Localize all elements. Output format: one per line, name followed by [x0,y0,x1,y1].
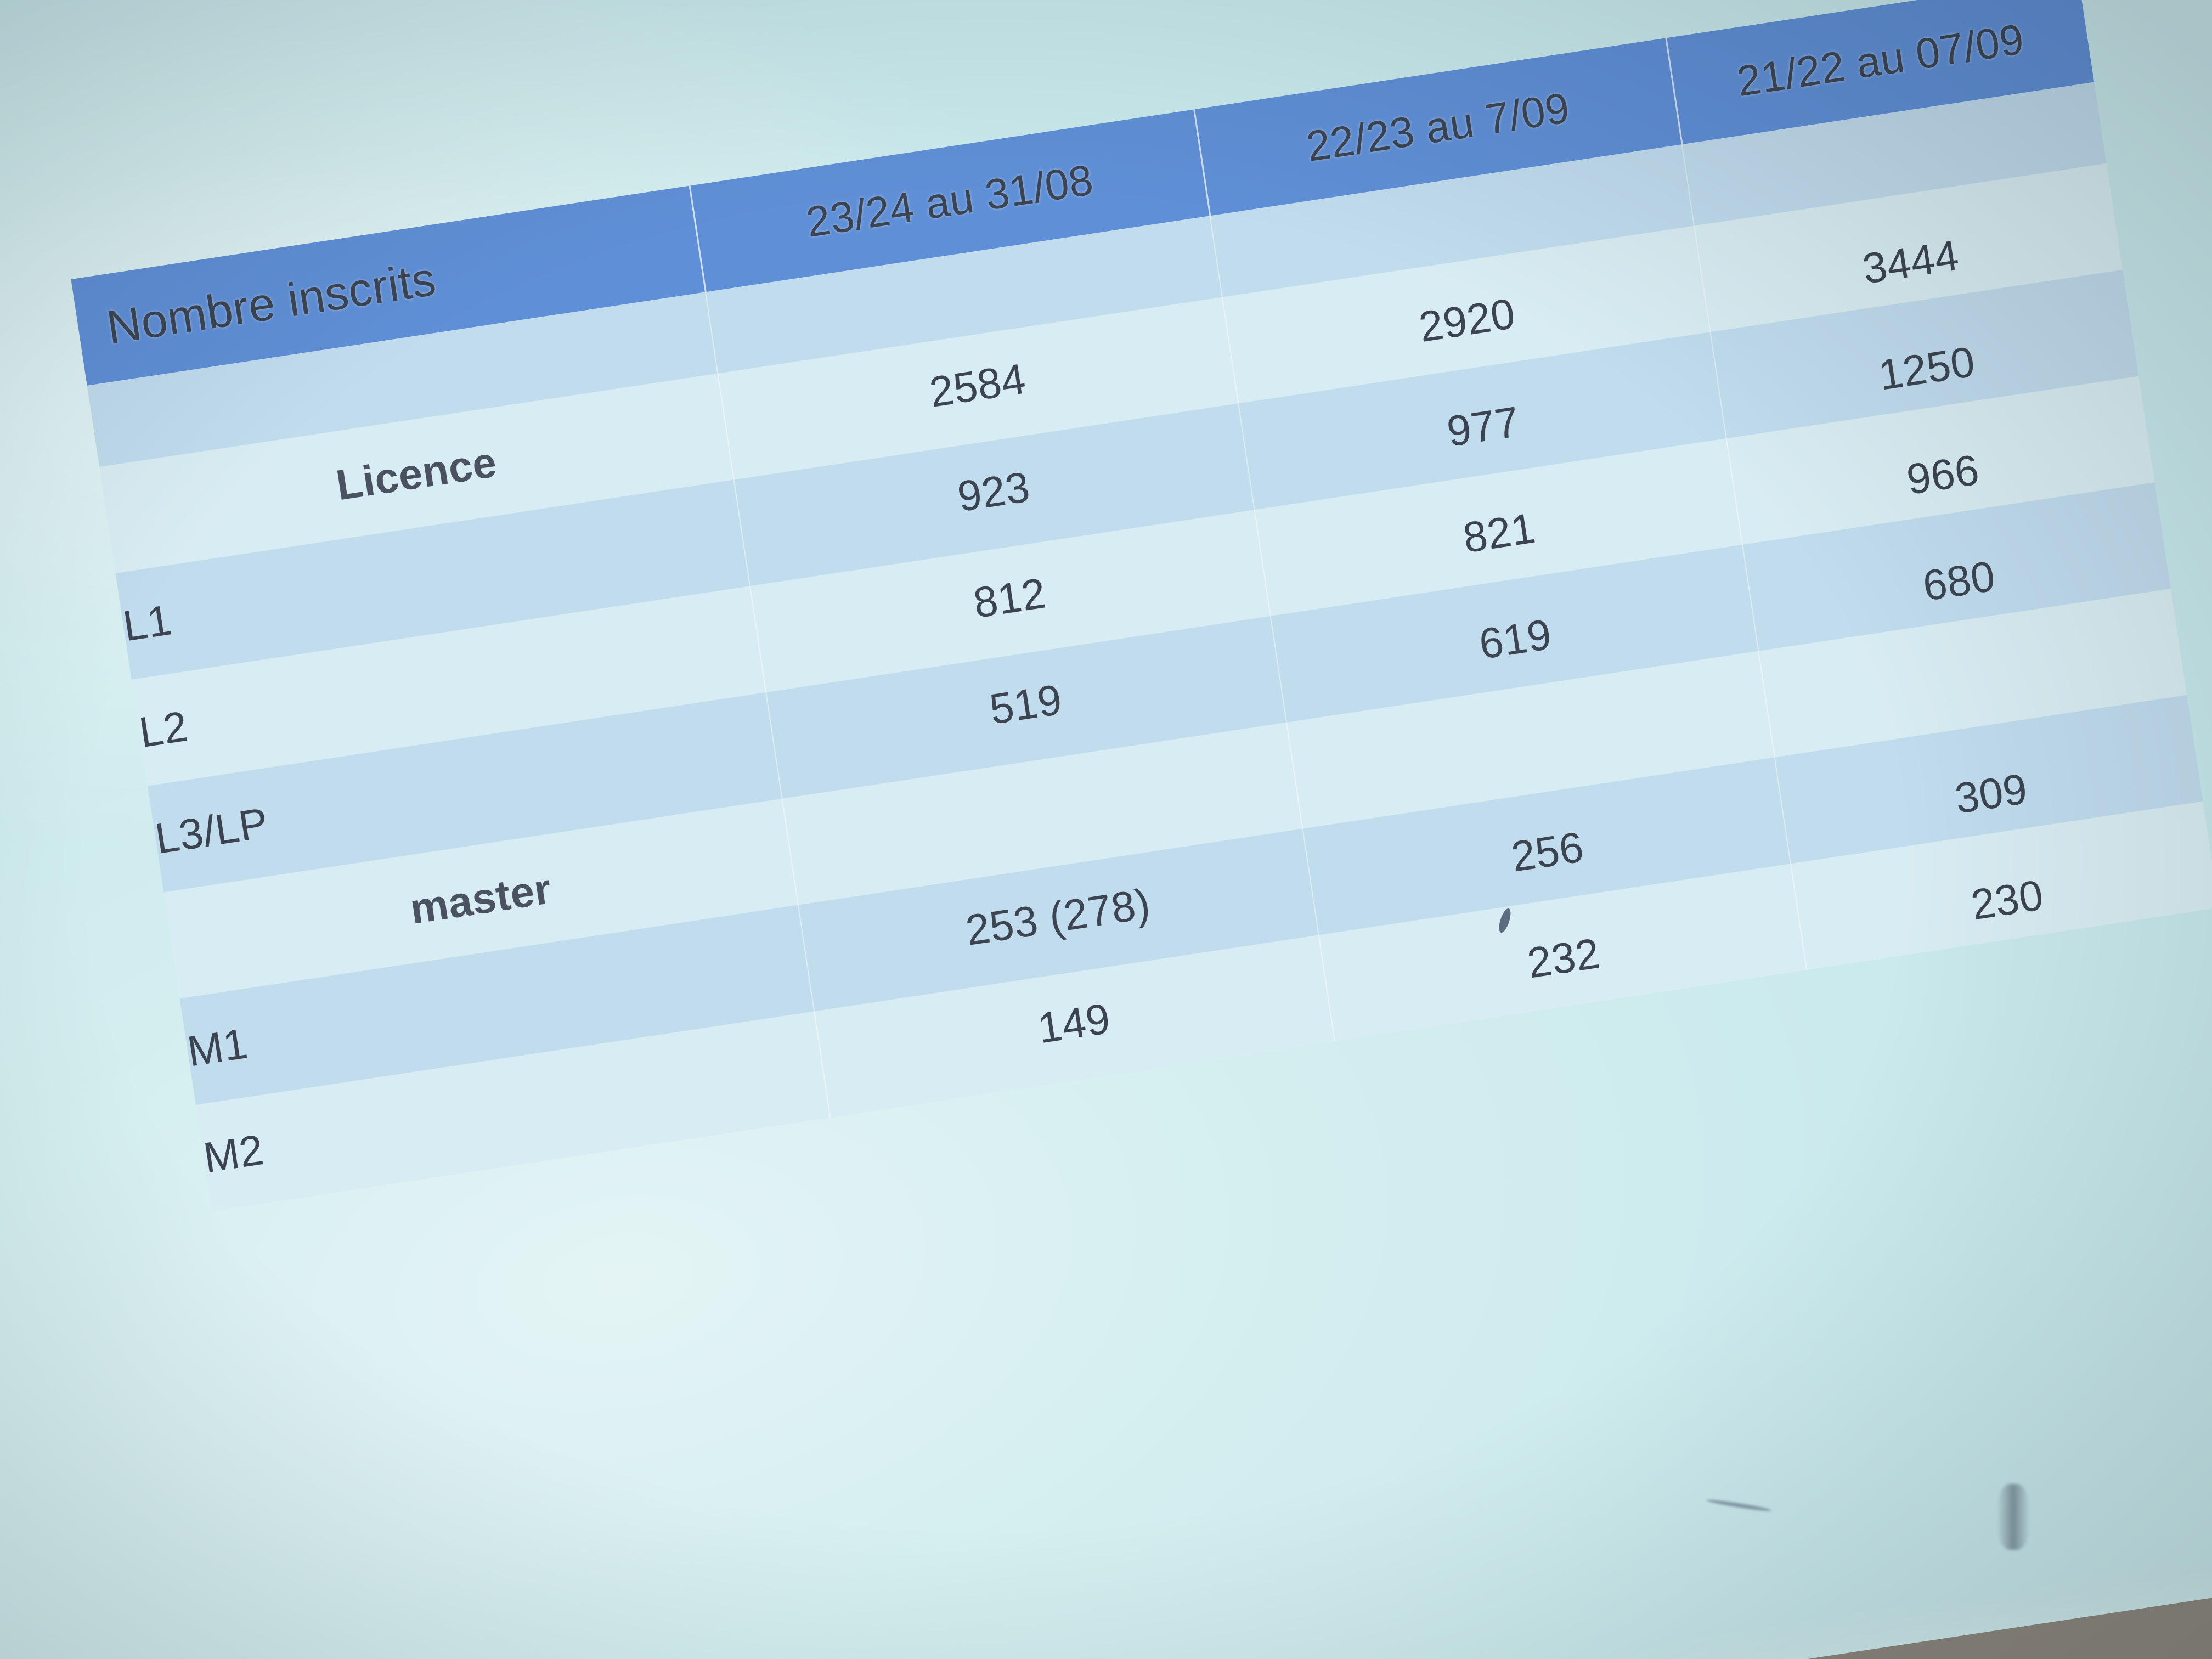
enrollment-table: Nombre inscrits 23/24 au 31/08 22/23 au … [71,0,2212,1211]
slide-content: Nombre inscrits 23/24 au 31/08 22/23 au … [71,0,2212,1211]
screen-artifact [1997,1484,2030,1550]
